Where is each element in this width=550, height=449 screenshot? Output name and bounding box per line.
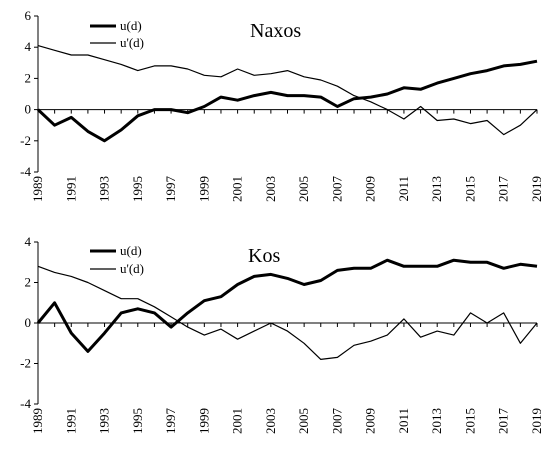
x-tick-label: 2015: [462, 408, 477, 434]
x-tick-label: 2003: [263, 408, 278, 434]
y-tick-label: -4: [20, 396, 31, 411]
x-tick-label: 1991: [63, 176, 78, 202]
y-tick-label: 0: [25, 315, 32, 330]
x-tick-label: 1991: [63, 408, 78, 434]
y-tick-label: 2: [25, 70, 32, 85]
y-tick-label: 0: [25, 102, 32, 117]
x-tick-label: 1997: [163, 408, 178, 435]
x-tick-label: 2001: [230, 176, 245, 202]
x-tick-label: 2013: [429, 408, 444, 434]
x-tick-label: 1993: [97, 176, 112, 202]
x-tick-label: 2011: [396, 176, 411, 202]
legend-label: u(d): [120, 243, 142, 258]
y-tick-label: 4: [25, 39, 32, 54]
x-tick-label: 2017: [496, 176, 511, 203]
series-line-u-d: [36, 59, 538, 143]
y-tick-label: -2: [20, 356, 31, 371]
x-tick-label: 1999: [196, 176, 211, 202]
y-tick-label: 2: [25, 275, 32, 290]
x-tick-label: 1993: [97, 408, 112, 434]
chart-panel-1: -4 -2 0 2 4 6 1989 1991 1993 1995 1997 1999 2001 2003…: [20, 8, 544, 202]
x-tick-label: 2017: [496, 408, 511, 435]
y-tick-label: -2: [20, 133, 31, 148]
x-tick-label: 1999: [196, 408, 211, 434]
legend-label: u'(d): [120, 35, 144, 50]
x-tick-label: 2001: [230, 408, 245, 434]
series-line-u-prime-d: [37, 45, 538, 136]
legend-label: u'(d): [120, 261, 144, 276]
y-tick-label: -4: [20, 164, 31, 179]
y-tick-label: 6: [25, 8, 32, 23]
legend-label: u(d): [120, 18, 142, 33]
x-tick-label: 2019: [529, 408, 544, 434]
x-tick-label: 2009: [363, 176, 378, 202]
x-tick-label: 1989: [30, 408, 45, 434]
x-tick-label: 1997: [163, 176, 178, 203]
x-tick-label: 2005: [296, 176, 311, 202]
chart-title: Kos: [248, 245, 280, 267]
series-line-u-d: [36, 258, 538, 353]
y-tick-label: 4: [25, 234, 32, 249]
x-tick-label: 1995: [130, 176, 145, 202]
x-tick-label: 2007: [329, 176, 344, 203]
chart-title: Naxos: [250, 20, 301, 42]
x-tick-label: 2007: [329, 408, 344, 435]
x-tick-label: 2011: [396, 408, 411, 434]
x-tick-label: 2015: [462, 176, 477, 202]
x-tick-label: 2003: [263, 176, 278, 202]
x-tick-label: 2005: [296, 408, 311, 434]
x-tick-label: 2013: [429, 176, 444, 202]
series-line-u-prime-d: [37, 265, 538, 360]
x-tick-label: 1989: [30, 176, 45, 202]
x-tick-label: 1995: [130, 408, 145, 434]
x-tick-label: 2019: [529, 176, 544, 202]
chart-panel-2: -4 -2 0 2 4 1989 1991 1993 1995 1997 1999 2001 2003 2…: [20, 234, 544, 434]
x-tick-label: 2009: [363, 408, 378, 434]
